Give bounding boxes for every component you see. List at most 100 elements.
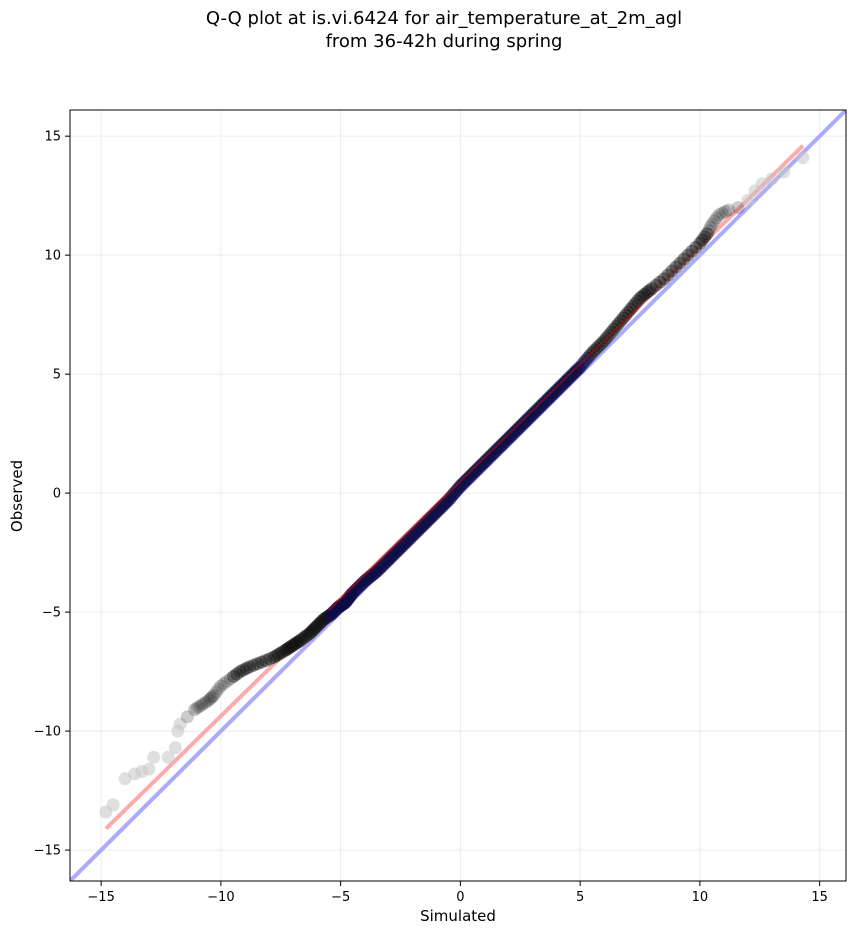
y-tick-label: 15 [44,130,61,145]
data-point [685,244,699,258]
data-point [677,252,691,266]
data-point [715,206,729,220]
data-point [214,679,228,693]
data-point [698,230,712,244]
data-point [631,294,645,308]
data-point [304,625,318,639]
data-point [299,629,313,643]
data-point [640,285,654,299]
data-point [293,634,307,648]
data-point [247,658,261,672]
data-point [313,617,327,631]
x-tick-label: 5 [576,890,584,905]
data-point [611,317,625,331]
data-point [645,281,659,295]
chart-title: Q-Q plot at is.vi.6424 for air_temperatu… [205,8,683,29]
data-point [227,669,241,683]
data-point [731,201,745,215]
plot-frame [69,109,847,882]
axis-ticks: −15 −10 −5 0 5 10 15 −15 −10 −5 0 5 10 15 [34,130,828,905]
data-point [259,653,273,667]
y-tick-label: −10 [34,725,61,740]
data-point [311,618,325,632]
data-point [693,236,707,250]
data-point [188,703,202,717]
data-point [722,203,736,217]
data-point [702,224,716,238]
data-point [301,628,315,642]
data-point [220,674,234,688]
data-point [695,233,709,247]
data-point [755,177,769,191]
data-point [308,621,322,635]
data-point [204,692,218,706]
fit-line-center-trace [327,304,641,612]
data-point [310,619,324,633]
data-point [289,637,303,651]
data-point [192,699,206,713]
data-point [703,220,717,234]
data-point [303,627,317,641]
data-point [281,641,295,655]
data-point [614,314,628,328]
data-point [173,717,187,731]
data-point [202,693,216,707]
y-tick-label: 10 [44,249,61,264]
data-point [741,193,755,207]
data-point [142,762,156,776]
data-point [217,676,231,690]
data-point [243,660,257,674]
data-point [280,642,294,656]
data-point [700,227,714,241]
data-point [653,275,667,289]
data-point [290,636,304,650]
data-point [635,289,649,303]
data-point [681,248,695,262]
data-point [657,272,671,286]
data-point [190,701,204,715]
data-point [233,665,247,679]
quantile-points [99,151,810,819]
data-point [180,710,194,724]
axes [69,109,847,882]
data-point [276,645,290,659]
data-point [307,622,321,636]
data-point [239,661,253,675]
data-point [200,695,214,709]
data-point [297,631,311,645]
data-point [621,305,635,319]
data-point [106,798,120,812]
data-point [777,165,791,179]
data-point [263,652,277,666]
data-point [255,655,269,669]
x-tick-label: 0 [456,890,464,905]
y-tick-label: −15 [34,844,61,859]
data-point [197,696,211,710]
x-axis-label: Simulated [420,907,496,925]
data-point [205,690,219,704]
data-point [665,264,679,278]
chart-subtitle: from 36-42h during spring [325,31,563,52]
data-point [718,205,732,219]
data-point [279,643,293,657]
data-point [661,268,675,282]
data-point [643,283,657,297]
data-point [689,240,703,254]
data-point [712,208,726,222]
data-point [207,688,221,702]
data-point [616,311,630,325]
data-point [223,672,237,686]
data-point [168,741,182,755]
data-point [705,217,719,231]
data-point [209,685,223,699]
x-tick-label: 10 [692,890,709,905]
data-point [286,638,300,652]
y-tick-label: 5 [53,368,61,383]
data-point [230,667,244,681]
data-point [269,649,283,663]
data-point [284,639,298,653]
data-point [638,287,652,301]
data-point [710,211,724,225]
